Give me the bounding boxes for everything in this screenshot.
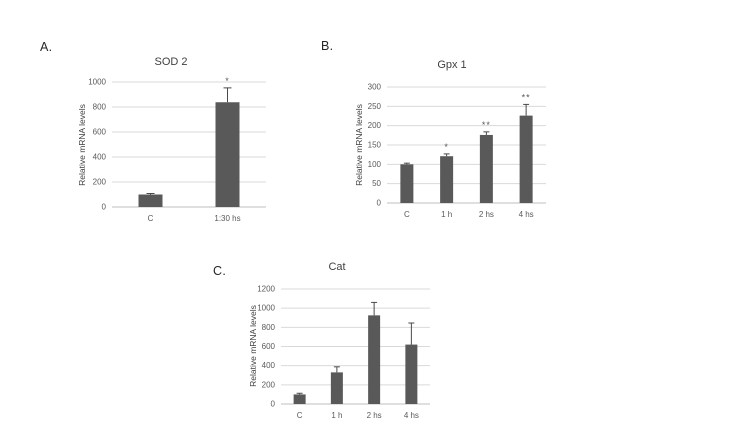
bar bbox=[405, 344, 418, 404]
y-tick-label: 0 bbox=[271, 400, 276, 409]
significance-marker: ** bbox=[522, 92, 531, 102]
x-category-label: 2 hs bbox=[479, 210, 494, 219]
x-category-label: C bbox=[404, 210, 410, 219]
x-category-label: 4 hs bbox=[404, 411, 419, 420]
chart-title-gpx1: Gpx 1 bbox=[437, 59, 467, 71]
panel-label-c: C. bbox=[213, 264, 227, 278]
y-tick-label: 200 bbox=[368, 121, 382, 130]
significance-marker: ** bbox=[482, 120, 491, 130]
chart-title-cat: Cat bbox=[328, 261, 346, 273]
bar bbox=[330, 372, 343, 404]
chart-a-plot: 0 200 400 600 800 1000 C * 1:30 hs bbox=[88, 76, 266, 223]
y-tick-label: 400 bbox=[262, 361, 276, 370]
significance-marker: * bbox=[225, 76, 230, 86]
bar bbox=[519, 115, 533, 203]
y-tick-label: 600 bbox=[262, 342, 276, 351]
bar bbox=[215, 102, 240, 207]
y-tick-label: 0 bbox=[102, 203, 107, 212]
x-category-label: 4 hs bbox=[519, 210, 534, 219]
y-tick-label: 600 bbox=[93, 128, 107, 137]
y-tick-label: 0 bbox=[377, 199, 382, 208]
chart-b-plot: 0 50 100 150 200 250 300 C * 1 h ** 2 hs ** 4 hs bbox=[368, 83, 546, 219]
bar bbox=[479, 134, 493, 203]
bar bbox=[293, 394, 306, 404]
bar bbox=[400, 164, 414, 203]
y-tick-label: 400 bbox=[93, 153, 107, 162]
y-tick-label: 1000 bbox=[257, 304, 275, 313]
x-category-label: C bbox=[297, 411, 303, 420]
x-category-label: 1 h bbox=[331, 411, 342, 420]
y-tick-label: 250 bbox=[368, 102, 382, 111]
chart-title-sod2: SOD 2 bbox=[154, 56, 188, 68]
bar bbox=[138, 194, 163, 207]
panel-label-a: A. bbox=[40, 40, 53, 54]
y-tick-label: 300 bbox=[368, 83, 382, 92]
y-tick-label: 50 bbox=[372, 179, 381, 188]
panel-label-b: B. bbox=[321, 39, 334, 53]
y-tick-label: 150 bbox=[368, 141, 382, 150]
y-tick-label: 800 bbox=[262, 323, 276, 332]
chart-c-plot: 0 200 400 600 800 1000 1200 C 1 h 2 hs 4 hs bbox=[257, 285, 430, 420]
y-tick-label: 200 bbox=[262, 380, 276, 389]
y-tick-label: 1200 bbox=[257, 285, 275, 294]
y-tick-label: 800 bbox=[93, 103, 107, 112]
x-category-label: 1 h bbox=[441, 210, 452, 219]
bar bbox=[440, 156, 454, 203]
x-category-label: 1:30 hs bbox=[214, 214, 240, 223]
y-tick-label: 100 bbox=[368, 160, 382, 169]
y-tick-label: 1000 bbox=[88, 78, 106, 87]
x-category-label: 2 hs bbox=[367, 411, 382, 420]
bar bbox=[368, 315, 381, 404]
x-category-label: C bbox=[148, 214, 154, 223]
y-tick-label: 200 bbox=[93, 178, 107, 187]
significance-marker: * bbox=[444, 142, 449, 152]
